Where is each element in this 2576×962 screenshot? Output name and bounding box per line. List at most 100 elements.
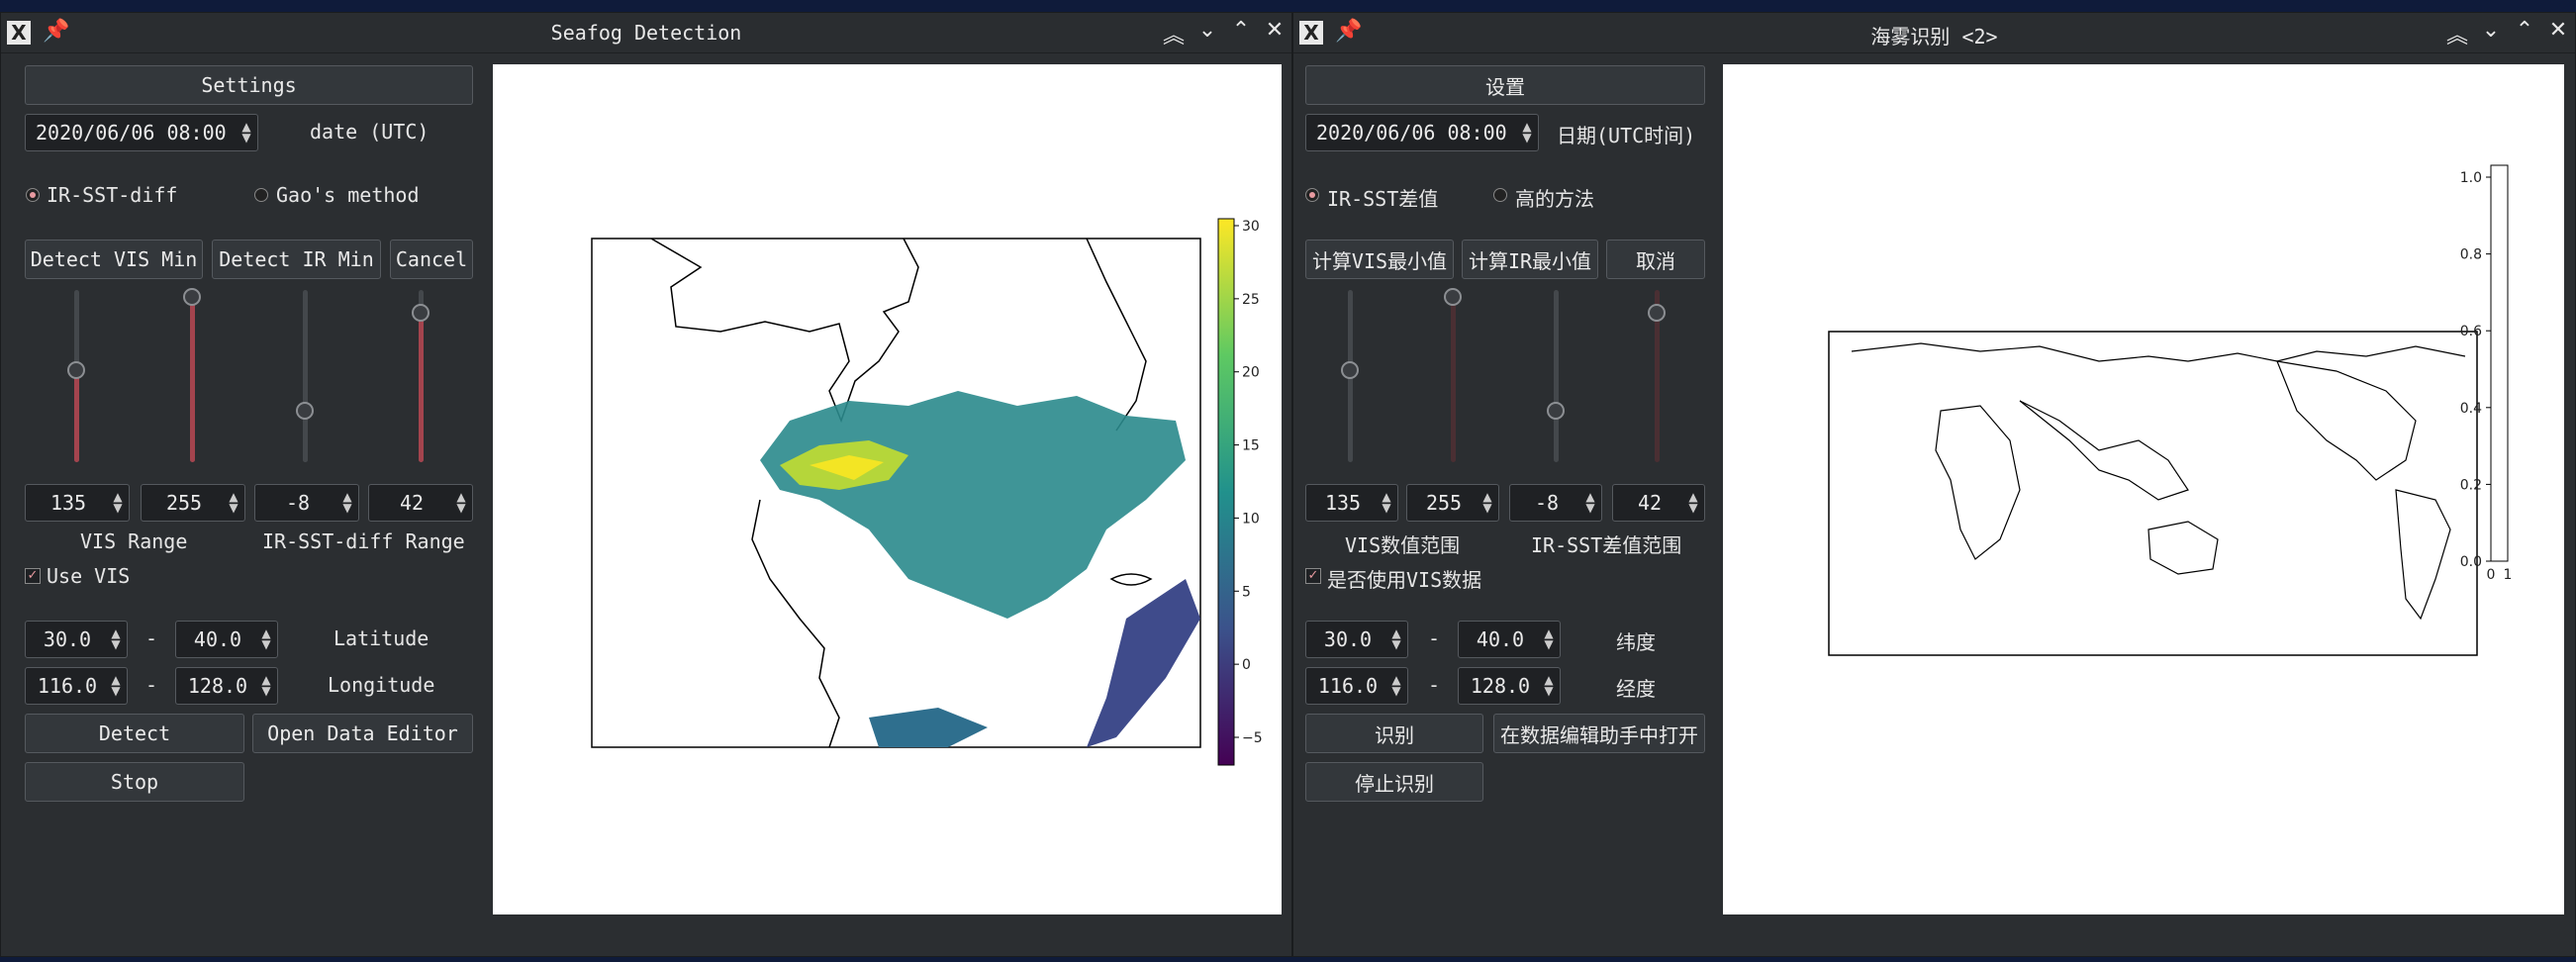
colorbar-tick-label: 20 [1242, 365, 1260, 381]
spin-arrows-icon[interactable]: ▲ ▼ [241, 120, 251, 144]
cancel-button[interactable]: Cancel [390, 240, 473, 279]
settings-button[interactable]: Settings [25, 65, 473, 105]
lat-dash: - [1428, 626, 1441, 650]
ir-range-label: IR-SST差值范围 [1531, 533, 1682, 557]
fog-region-main [760, 391, 1186, 619]
pin-icon[interactable]: 📌 [43, 19, 70, 44]
ir-min-slider[interactable] [294, 290, 318, 462]
vis-range-label: VIS Range [80, 529, 188, 553]
island [1109, 573, 1153, 586]
settings-button[interactable]: 设置 [1305, 65, 1705, 105]
vis-min-slider[interactable] [1339, 290, 1363, 462]
coastline-china [751, 499, 840, 748]
stop-button[interactable]: 停止识别 [1305, 762, 1483, 802]
x11-app-icon: X [1299, 21, 1323, 45]
longitude-label: 经度 [1616, 677, 1656, 701]
detect-vis-min-button[interactable]: Detect VIS Min [25, 240, 203, 279]
ir-max-slider[interactable] [410, 290, 433, 462]
colorbar-tick-label: 25 [1242, 292, 1260, 308]
radio-gao-method[interactable] [254, 188, 268, 202]
detect-ir-min-button[interactable]: 计算IR最小值 [1462, 240, 1598, 279]
fog-region-peak [810, 455, 884, 480]
radio-gao-method[interactable] [1493, 188, 1507, 202]
longitude-label: Longitude [328, 673, 435, 697]
detect-vis-min-button[interactable]: 计算VIS最小值 [1305, 240, 1454, 279]
seafog-map-plot: 30 25 20 15 10 5 0 −5 [493, 64, 1282, 914]
lon-dash: - [145, 673, 158, 697]
shade-up-icon[interactable]: ︽ [1163, 24, 1186, 48]
continent-africa [1935, 405, 2021, 560]
title-bar[interactable]: X 📌 Seafog Detection ︽ ⌄ ⌃ ✕ [1, 13, 1291, 53]
close-icon[interactable]: ✕ [1265, 18, 1285, 43]
ir-min-spinbox[interactable]: -8 ▲ ▼ [1509, 484, 1602, 522]
lat-min-input[interactable]: 30.0 ▲ ▼ [25, 621, 128, 658]
date-input[interactable]: 2020/06/06 08:00 ▲ ▼ [1305, 114, 1539, 151]
stop-button[interactable]: Stop [25, 762, 244, 802]
open-data-editor-button[interactable]: 在数据编辑助手中打开 [1493, 714, 1705, 753]
maximize-icon[interactable]: ⌃ [1231, 18, 1251, 43]
vis-max-spinbox[interactable]: 255 ▲ ▼ [1406, 484, 1499, 522]
detect-ir-min-button[interactable]: Detect IR Min [212, 240, 381, 279]
minimize-icon[interactable]: ⌄ [2481, 18, 2501, 43]
colorbar-tick-label: 5 [1242, 584, 1251, 600]
colorbar-tick-label: 30 [1242, 219, 1260, 235]
colorbar-tick-label: −5 [1242, 730, 1263, 746]
vis-max-slider[interactable] [1442, 288, 1466, 462]
open-data-editor-button[interactable]: Open Data Editor [252, 714, 473, 753]
lat-max-input[interactable]: 40.0 ▲ ▼ [1458, 621, 1561, 658]
lat-min-input[interactable]: 30.0 ▲ ▼ [1305, 621, 1408, 658]
colorbar-tick-label: 1.0 [2460, 170, 2482, 186]
use-vis-checkbox[interactable]: ✓ [1305, 568, 1321, 584]
map-frame [1828, 331, 2478, 656]
date-input[interactable]: 2020/06/06 08:00 ▲ ▼ [25, 114, 258, 151]
minimize-icon[interactable]: ⌄ [1197, 18, 1217, 43]
vis-min-spinbox[interactable]: 135 ▲ ▼ [1305, 484, 1398, 522]
coastline-north [650, 238, 919, 424]
radio-ir-sst-diff[interactable] [1305, 188, 1319, 202]
lon-max-input[interactable]: 128.0 ▲ ▼ [1458, 667, 1561, 705]
pin-icon[interactable]: 📌 [1335, 19, 1363, 44]
maximize-icon[interactable]: ⌃ [2515, 18, 2534, 43]
colorbar-tick-label: 0.0 [2460, 554, 2482, 570]
lon-min-input[interactable]: 116.0 ▲ ▼ [1305, 667, 1408, 705]
vis-min-spinbox[interactable]: 135 ▲ ▼ [25, 484, 130, 522]
cancel-button[interactable]: 取消 [1606, 240, 1705, 279]
colorbar-tick-label: 10 [1242, 511, 1260, 527]
ir-min-slider[interactable] [1545, 290, 1569, 462]
colorbar-tick-label: 0.8 [2460, 247, 2482, 263]
vis-max-spinbox[interactable]: 255 ▲ ▼ [141, 484, 245, 522]
lat-max-input[interactable]: 40.0 ▲ ▼ [175, 621, 278, 658]
continent-north-america [2276, 360, 2417, 481]
ir-min-spinbox[interactable]: -8 ▲ ▼ [254, 484, 359, 522]
detect-button[interactable]: 识别 [1305, 714, 1483, 753]
shade-up-icon[interactable]: ︽ [2446, 24, 2469, 48]
use-vis-checkbox[interactable]: ✓ [25, 568, 41, 584]
colorbar-xtick-label: 1 [2504, 567, 2513, 583]
radio-ir-sst-diff[interactable] [26, 188, 40, 202]
lat-dash: - [145, 626, 158, 650]
seafog-window-zh: X 📌 海雾识别 <2> ︽ ⌄ ⌃ ✕ 设置 2020/06/06 08:00… [1292, 12, 2576, 957]
seafog-window-en: X 📌 Seafog Detection ︽ ⌄ ⌃ ✕ Settings 20… [0, 12, 1292, 957]
ir-max-spinbox[interactable]: 42 ▲ ▼ [1612, 484, 1705, 522]
radio-gao-method-label[interactable]: Gao's method [276, 183, 420, 207]
colorbar-tick-label: 0.4 [2460, 401, 2482, 417]
radio-ir-sst-diff-label[interactable]: IR-SST差值 [1327, 187, 1439, 211]
continent-australia [2147, 521, 2219, 575]
detect-button[interactable]: Detect [25, 714, 244, 753]
lon-max-input[interactable]: 128.0 ▲ ▼ [175, 667, 278, 705]
radio-gao-method-label[interactable]: 高的方法 [1515, 187, 1594, 211]
spin-arrows-icon[interactable]: ▲ ▼ [1522, 120, 1532, 144]
use-vis-label[interactable]: 是否使用VIS数据 [1327, 568, 1482, 592]
ir-range-label: IR-SST-diff Range [262, 529, 465, 553]
use-vis-label[interactable]: Use VIS [47, 564, 131, 588]
close-icon[interactable]: ✕ [2548, 18, 2568, 43]
vis-max-slider[interactable] [181, 288, 205, 462]
ir-max-spinbox[interactable]: 42 ▲ ▼ [368, 484, 473, 522]
radio-ir-sst-diff-label[interactable]: IR-SST-diff [47, 183, 178, 207]
continent-eurasia [1851, 342, 2466, 362]
lon-min-input[interactable]: 116.0 ▲ ▼ [25, 667, 128, 705]
ir-max-slider[interactable] [1646, 290, 1670, 462]
vis-min-slider[interactable] [65, 290, 89, 462]
title-bar[interactable]: X 📌 海雾识别 <2> ︽ ⌄ ⌃ ✕ [1293, 13, 2575, 53]
colorbar-xtick-label: 0 [2487, 567, 2496, 583]
